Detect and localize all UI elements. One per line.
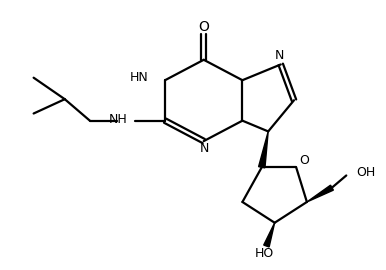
Text: O: O xyxy=(198,20,209,34)
Text: NH: NH xyxy=(109,113,127,126)
Text: HO: HO xyxy=(255,247,274,260)
Text: O: O xyxy=(299,154,309,167)
Polygon shape xyxy=(307,185,334,202)
Text: N: N xyxy=(200,143,209,156)
Polygon shape xyxy=(264,223,275,247)
Text: HN: HN xyxy=(130,71,149,84)
Polygon shape xyxy=(259,131,268,168)
Text: N: N xyxy=(274,49,284,62)
Text: OH: OH xyxy=(356,166,376,179)
